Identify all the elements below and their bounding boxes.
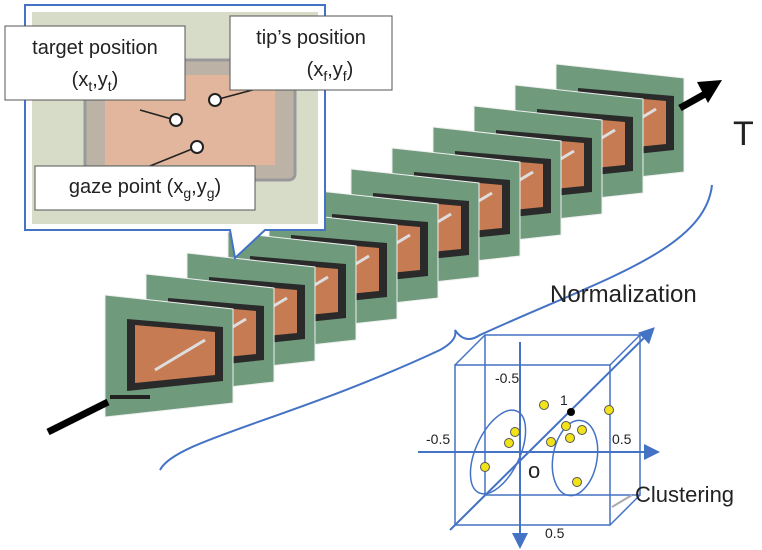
tip-point (209, 94, 221, 106)
text-segment: ) (347, 59, 354, 81)
text-segment: (x (72, 69, 89, 91)
normalization-label: Normalization (550, 281, 697, 308)
subscript: g (207, 185, 215, 201)
text-segment: gaze point (x (69, 176, 184, 198)
clustering-label: Clustering (635, 482, 734, 507)
cube-label: 0.5 (545, 525, 565, 541)
frame (105, 295, 233, 417)
callout-coords: (xt,yt) (72, 69, 119, 94)
cluster (547, 417, 604, 499)
time-label: T (733, 115, 754, 153)
diagram: T target position (xt,yt) tip’s position… (0, 0, 762, 550)
text-segment: ) (112, 69, 119, 91)
cube-label: 1 (560, 392, 568, 408)
time-arrow-tail (48, 402, 108, 432)
subscript: g (183, 185, 191, 201)
cube-label: -0.5 (426, 431, 450, 447)
z-axis (450, 330, 652, 530)
text-segment: ) (215, 176, 222, 198)
callout-title: target position (32, 37, 158, 59)
text-segment: ,y (191, 176, 207, 198)
origin-label: o (528, 458, 540, 483)
callout-line: gaze point (xg,yg) (69, 176, 221, 201)
cube-label: 0.5 (612, 431, 632, 447)
text-segment: ,y (327, 59, 343, 81)
cube-label: -0.5 (495, 370, 519, 386)
target-point (170, 114, 182, 126)
reference-point (567, 408, 575, 416)
text-segment: ,y (92, 69, 108, 91)
callout-title: tip’s position (256, 27, 366, 49)
callout-coords: (xf,yf) (307, 59, 354, 84)
gaze-point (191, 141, 203, 153)
text-segment: (x (307, 59, 324, 81)
